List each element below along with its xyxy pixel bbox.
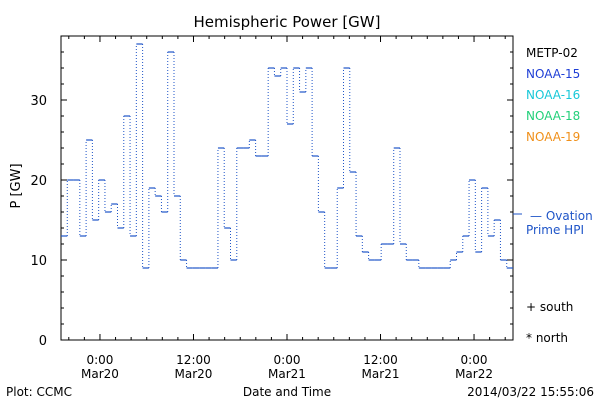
footer-timestamp: 2014/03/22 15:55:06 (467, 385, 594, 399)
x-axis-ticks: 0:00Mar2012:00Mar200:00Mar2112:00Mar210:… (68, 36, 506, 381)
satellite-legend: METP-02 NOAA-15 NOAA-16 NOAA-18 NOAA-19 (513, 46, 580, 215)
ovation-legend-line-1: — Ovation (530, 209, 593, 223)
legend-entry-noaa-19: NOAA-19 (526, 130, 580, 144)
legend-entry-noaa-18: NOAA-18 (526, 109, 580, 123)
x-tick-date-label: Mar21 (268, 367, 306, 381)
x-tick-date-label: Mar20 (175, 367, 213, 381)
legend-entry-metp-02: METP-02 (526, 46, 578, 60)
x-tick-time-label: 0:00 (274, 353, 301, 367)
chart-title: Hemispheric Power [GW] (194, 13, 381, 31)
y-tick-label: 30 (30, 94, 47, 109)
x-tick-date-label: Mar20 (81, 367, 119, 381)
north-legend: * north (526, 331, 568, 345)
plot-frame (60, 35, 514, 341)
south-legend: + south (526, 300, 573, 314)
y-tick-label: 20 (30, 174, 47, 189)
legend-entry-noaa-15: NOAA-15 (526, 67, 580, 81)
x-tick-time-label: 0:00 (461, 353, 488, 367)
ovation-legend-line-2: Prime HPI (526, 223, 584, 237)
x-tick-time-label: 0:00 (86, 353, 113, 367)
legend-entry-noaa-16: NOAA-16 (526, 88, 580, 102)
x-tick-time-label: 12:00 (176, 353, 211, 367)
series-layer (61, 43, 513, 269)
y-tick-label: 0 (39, 334, 47, 349)
footer-source: Plot: CCMC (6, 385, 72, 399)
y-axis-ticks: 0 10 20 30 (30, 35, 513, 349)
x-tick-time-label: 12:00 (363, 353, 398, 367)
x-tick-date-label: Mar21 (362, 367, 400, 381)
x-tick-date-label: Mar22 (455, 367, 493, 381)
x-axis-label: Date and Time (243, 385, 331, 399)
y-tick-label: 10 (30, 254, 47, 269)
y-axis-label: P [GW] (9, 163, 24, 208)
